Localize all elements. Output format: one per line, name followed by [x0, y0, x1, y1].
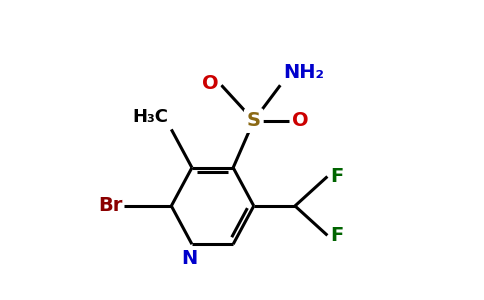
Text: Br: Br — [98, 196, 123, 215]
Text: H₃C: H₃C — [133, 108, 168, 126]
Text: NH₂: NH₂ — [283, 63, 324, 82]
Text: O: O — [292, 111, 309, 130]
Text: N: N — [181, 249, 197, 268]
Text: F: F — [331, 167, 344, 186]
Text: S: S — [247, 111, 261, 130]
Text: O: O — [202, 74, 218, 93]
Text: F: F — [331, 226, 344, 245]
